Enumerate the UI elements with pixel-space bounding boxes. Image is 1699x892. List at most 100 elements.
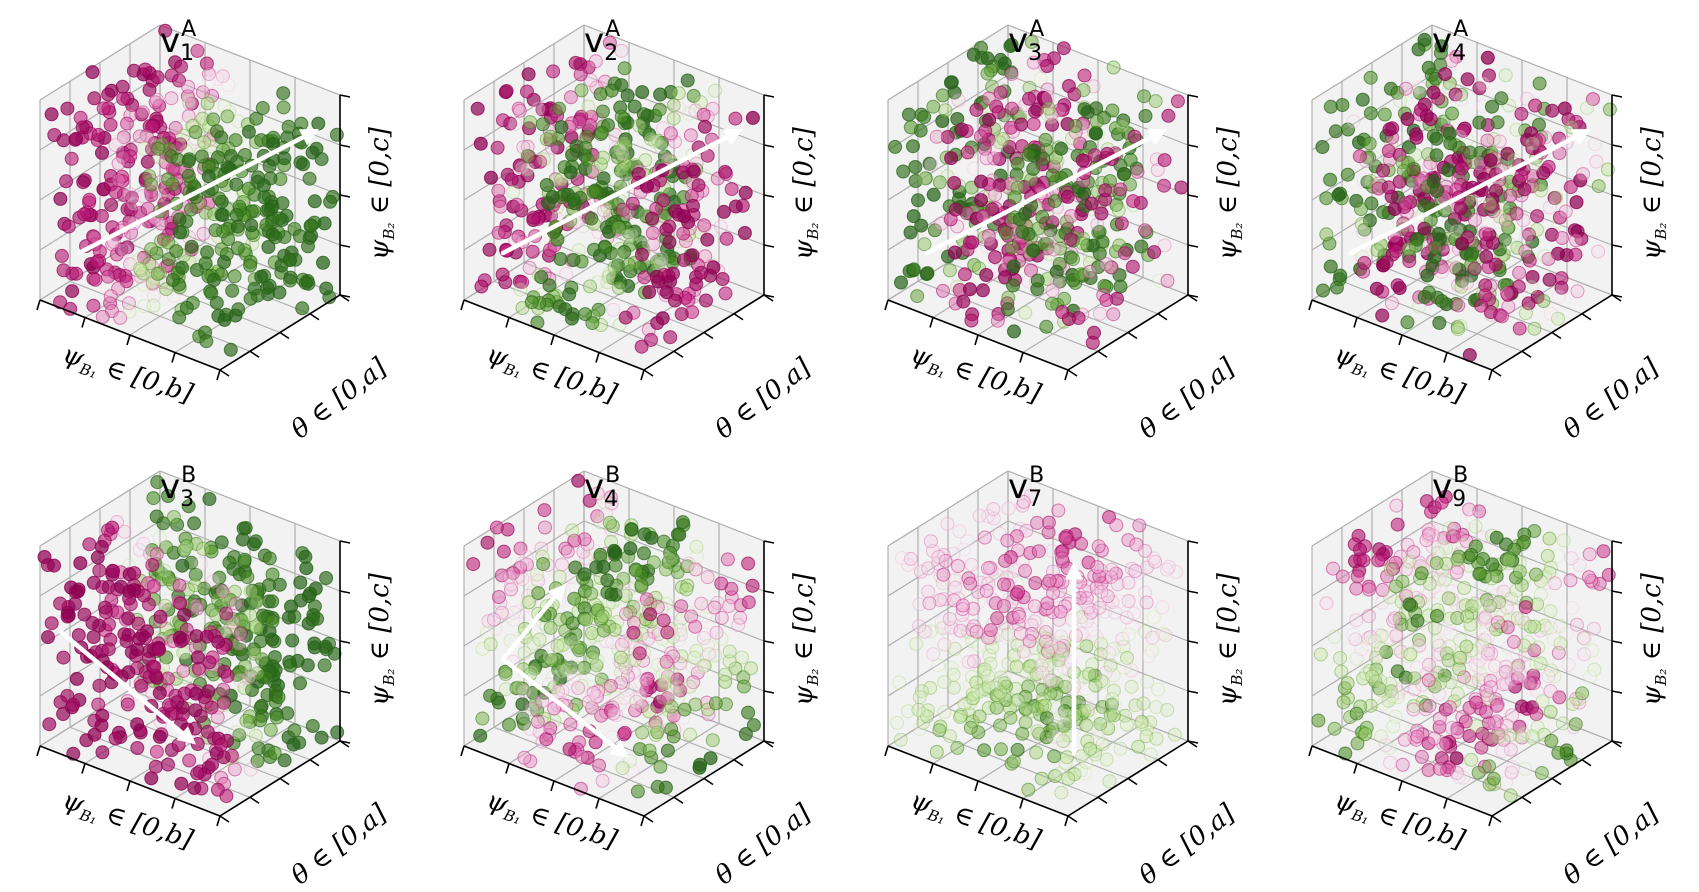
scatter-point	[585, 687, 600, 702]
scatter-point	[1040, 596, 1055, 611]
scatter-point	[681, 556, 696, 571]
scatter-point	[1449, 596, 1464, 611]
scatter-point	[660, 743, 675, 758]
scatter-point	[1463, 617, 1478, 632]
scatter-point	[632, 646, 647, 661]
scatter-point	[1346, 627, 1361, 642]
scatter-point	[101, 269, 116, 284]
scatter-point	[906, 209, 921, 224]
scatter-point	[263, 722, 278, 737]
scatter-point	[715, 272, 730, 286]
scatter-point	[581, 99, 596, 114]
scatter-point	[162, 572, 176, 587]
scatter-point	[937, 675, 952, 690]
scatter-point	[267, 746, 282, 760]
scatter-point	[1543, 620, 1558, 635]
x-tick	[640, 369, 645, 381]
scatter-point	[1456, 123, 1471, 138]
scatter-point	[1349, 706, 1364, 721]
x-tick	[1019, 798, 1024, 809]
scatter-point	[1329, 280, 1344, 295]
scatter-point	[524, 639, 539, 654]
scatter-point	[1340, 167, 1355, 182]
scatter-point	[629, 695, 644, 709]
scatter-point	[993, 85, 1008, 100]
scatter-point	[265, 227, 280, 242]
scatter-point	[1157, 153, 1172, 168]
scatter-point	[1432, 687, 1447, 701]
scatter-point	[189, 263, 204, 277]
scatter-point	[71, 628, 86, 643]
scatter-point	[165, 177, 180, 192]
scatter-point	[967, 161, 982, 176]
scatter-point	[1327, 721, 1342, 736]
scatter-point	[1382, 741, 1397, 755]
scatter-point	[1033, 627, 1047, 642]
scatter-point	[1457, 670, 1472, 685]
scatter-point	[683, 727, 697, 742]
scatter-point	[654, 251, 669, 266]
scatter-point	[152, 729, 167, 744]
scatter-point	[670, 679, 685, 694]
scatter-point	[1432, 533, 1447, 548]
y-tick	[1521, 796, 1532, 804]
scatter-point	[614, 637, 629, 652]
scatter-point	[184, 202, 198, 217]
scatter-point	[1509, 583, 1524, 598]
scatter-point	[522, 260, 537, 275]
scatter-point	[1001, 501, 1016, 516]
z-tick	[763, 640, 775, 644]
scatter-point	[1510, 611, 1525, 626]
scatter-point	[203, 139, 218, 154]
scatter-point	[1030, 273, 1045, 288]
scatter-point	[305, 612, 320, 627]
scatter-point	[1451, 298, 1466, 313]
scatter-point	[649, 254, 664, 269]
scatter-point	[1410, 723, 1425, 738]
scatter-point	[635, 725, 650, 740]
scatter-point	[1098, 183, 1113, 198]
scatter-point	[1502, 551, 1517, 566]
scatter-point	[718, 286, 733, 301]
scatter-point	[140, 624, 155, 639]
y-tick	[1551, 777, 1562, 786]
scatter-point	[1081, 555, 1096, 570]
scatter-point	[1012, 212, 1027, 227]
scatter-point	[974, 684, 989, 698]
scatter-point	[1362, 136, 1377, 151]
scatter-point	[595, 773, 610, 788]
scatter-point	[1591, 179, 1606, 194]
scatter-point	[1045, 296, 1059, 311]
scatter-point	[979, 583, 994, 598]
scatter-point	[1160, 703, 1175, 717]
scatter-point	[1039, 319, 1054, 334]
scatter-point	[1417, 290, 1432, 304]
scatter-point	[1429, 556, 1444, 571]
y-tick	[763, 740, 774, 748]
scatter-point	[1529, 683, 1544, 698]
scatter-point	[175, 558, 190, 573]
scatter-point	[1390, 517, 1405, 532]
scatter-point	[307, 194, 322, 209]
scatter-point	[1421, 60, 1436, 75]
scatter-point	[1456, 770, 1471, 785]
scatter-point	[1077, 68, 1092, 83]
scatter-point	[1422, 698, 1437, 713]
scatter-point	[971, 595, 986, 610]
scatter-point	[634, 339, 649, 354]
scatter-point	[989, 140, 1004, 155]
scatter-point	[909, 637, 924, 651]
scatter-point	[277, 753, 292, 768]
scatter-point	[934, 615, 949, 630]
scatter-point	[1157, 178, 1171, 193]
scatter-point	[1358, 727, 1373, 741]
x-tick	[1488, 815, 1493, 827]
y-axis-label: θ ∈ [0,a]	[710, 798, 817, 891]
scatter-point	[180, 89, 195, 104]
scatter-point	[521, 595, 536, 610]
scatter-point	[330, 725, 345, 740]
scatter-point	[974, 193, 988, 208]
scatter-point	[671, 207, 686, 222]
scatter-point	[265, 594, 280, 609]
scatter-point	[620, 669, 635, 683]
